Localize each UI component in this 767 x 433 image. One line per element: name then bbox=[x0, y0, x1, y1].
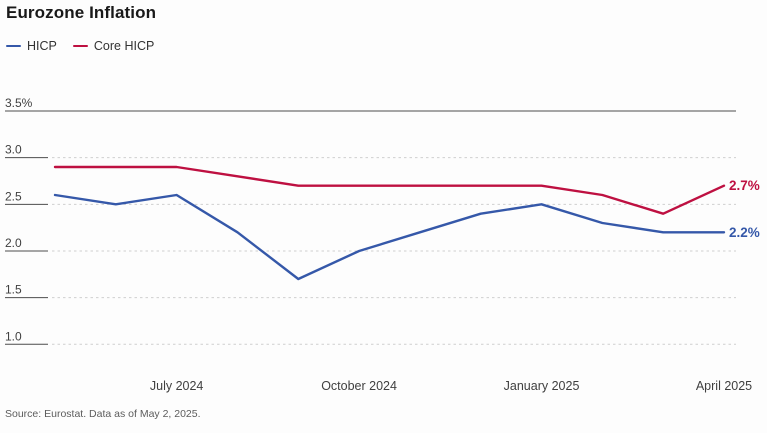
legend-label-core-hicp: Core HICP bbox=[93, 39, 155, 53]
y-tick-label: 3.0 bbox=[5, 143, 22, 157]
y-tick-label: 2.0 bbox=[5, 236, 22, 250]
x-tick-label: October 2024 bbox=[321, 379, 397, 393]
hicp-end-value-label: 2.2% bbox=[729, 225, 760, 240]
y-tick-label: 1.5 bbox=[5, 283, 22, 297]
hicp-line-swatch bbox=[6, 44, 21, 48]
x-tick-label: January 2025 bbox=[504, 379, 580, 393]
source-note: Source: Eurostat. Data as of May 2, 2025… bbox=[5, 408, 201, 420]
chart-title: Eurozone Inflation bbox=[6, 3, 157, 22]
x-tick-label: July 2024 bbox=[150, 379, 204, 393]
legend: HICP Core HICP bbox=[6, 39, 154, 53]
y-tick-label: 3.5% bbox=[5, 96, 33, 110]
hicp-line bbox=[53, 193, 726, 281]
core-hicp-line-swatch bbox=[72, 44, 88, 48]
core-hicp-end-value-label: 2.7% bbox=[729, 178, 760, 193]
legend-item-core-hicp: Core HICP bbox=[72, 39, 155, 53]
core-hicp-line bbox=[53, 165, 726, 215]
y-tick-label: 1.0 bbox=[5, 329, 22, 343]
legend-label-hicp: HICP bbox=[27, 39, 57, 53]
y-tick-label: 2.5 bbox=[5, 189, 22, 203]
x-tick-label: April 2025 bbox=[696, 379, 752, 393]
legend-item-hicp: HICP bbox=[6, 39, 57, 53]
